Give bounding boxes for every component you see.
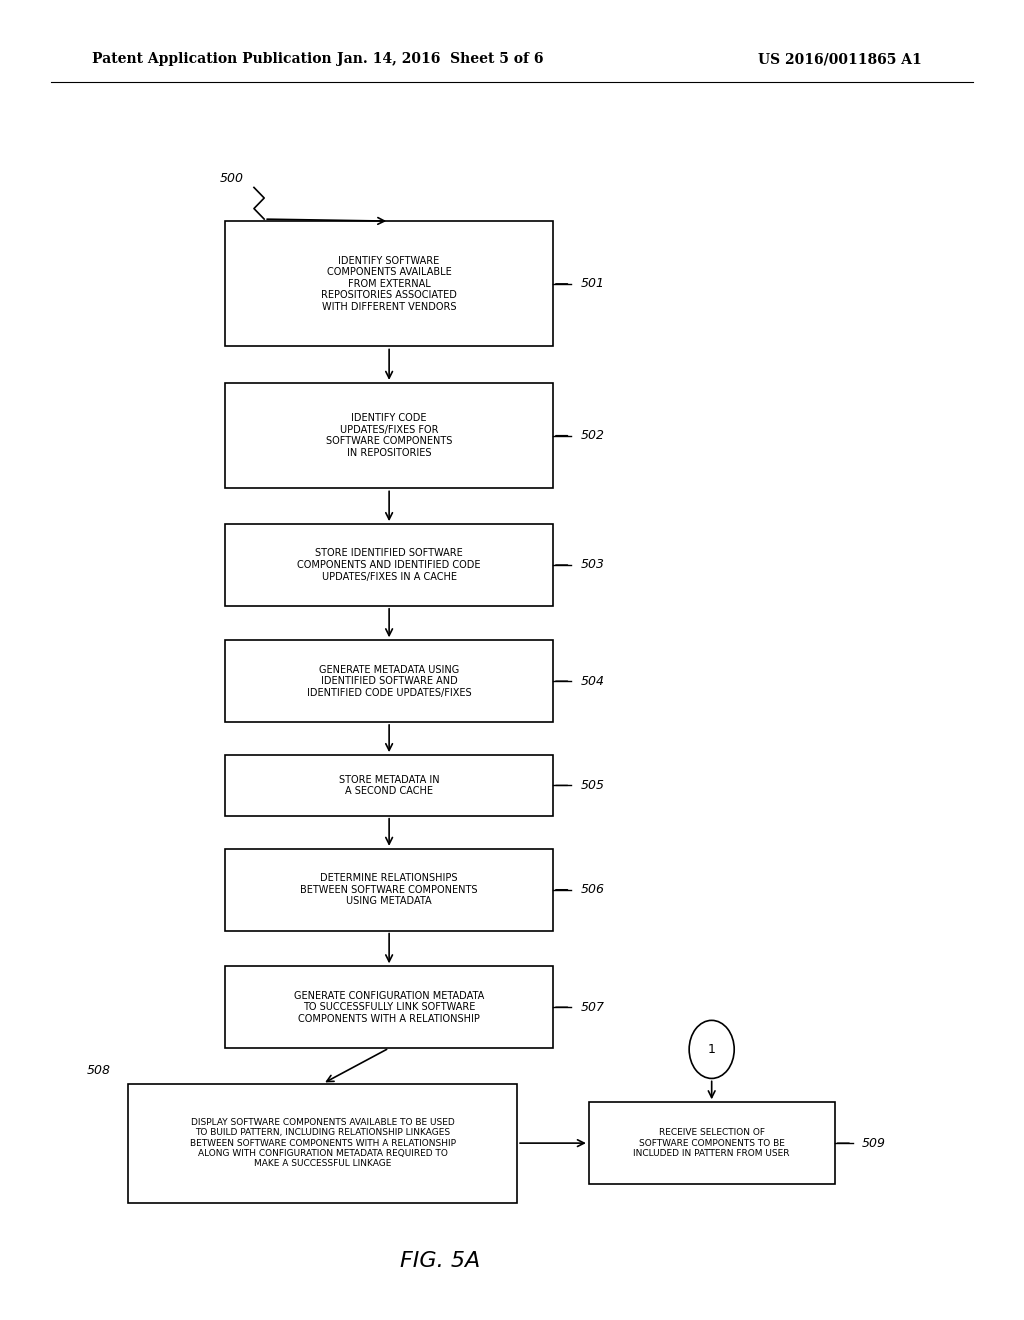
Text: GENERATE CONFIGURATION METADATA
TO SUCCESSFULLY LINK SOFTWARE
COMPONENTS WITH A : GENERATE CONFIGURATION METADATA TO SUCCE… <box>294 990 484 1024</box>
Text: 501: 501 <box>581 277 604 290</box>
Text: 500: 500 <box>220 172 244 185</box>
Text: FIG. 5A: FIG. 5A <box>400 1250 480 1271</box>
FancyBboxPatch shape <box>225 524 553 606</box>
Text: 506: 506 <box>581 883 604 896</box>
Text: GENERATE METADATA USING
IDENTIFIED SOFTWARE AND
IDENTIFIED CODE UPDATES/FIXES: GENERATE METADATA USING IDENTIFIED SOFTW… <box>307 664 471 698</box>
Text: Jan. 14, 2016  Sheet 5 of 6: Jan. 14, 2016 Sheet 5 of 6 <box>337 53 544 66</box>
Text: Patent Application Publication: Patent Application Publication <box>92 53 332 66</box>
Text: 505: 505 <box>581 779 604 792</box>
Text: 1: 1 <box>708 1043 716 1056</box>
Circle shape <box>689 1020 734 1078</box>
Text: DISPLAY SOFTWARE COMPONENTS AVAILABLE TO BE USED
TO BUILD PATTERN, INCLUDING REL: DISPLAY SOFTWARE COMPONENTS AVAILABLE TO… <box>189 1118 456 1168</box>
Text: IDENTIFY SOFTWARE
COMPONENTS AVAILABLE
FROM EXTERNAL
REPOSITORIES ASSOCIATED
WIT: IDENTIFY SOFTWARE COMPONENTS AVAILABLE F… <box>322 256 457 312</box>
Text: US 2016/0011865 A1: US 2016/0011865 A1 <box>758 53 922 66</box>
Text: DETERMINE RELATIONSHIPS
BETWEEN SOFTWARE COMPONENTS
USING METADATA: DETERMINE RELATIONSHIPS BETWEEN SOFTWARE… <box>300 873 478 907</box>
Text: 507: 507 <box>581 1001 604 1014</box>
Text: RECEIVE SELECTION OF
SOFTWARE COMPONENTS TO BE
INCLUDED IN PATTERN FROM USER: RECEIVE SELECTION OF SOFTWARE COMPONENTS… <box>634 1129 790 1158</box>
FancyBboxPatch shape <box>128 1084 517 1203</box>
FancyBboxPatch shape <box>225 383 553 488</box>
Text: 502: 502 <box>581 429 604 442</box>
Text: STORE IDENTIFIED SOFTWARE
COMPONENTS AND IDENTIFIED CODE
UPDATES/FIXES IN A CACH: STORE IDENTIFIED SOFTWARE COMPONENTS AND… <box>297 548 481 582</box>
Text: 504: 504 <box>581 675 604 688</box>
FancyBboxPatch shape <box>589 1102 835 1184</box>
FancyBboxPatch shape <box>225 849 553 931</box>
Text: 508: 508 <box>87 1064 111 1077</box>
FancyBboxPatch shape <box>225 966 553 1048</box>
Text: 503: 503 <box>581 558 604 572</box>
Text: IDENTIFY CODE
UPDATES/FIXES FOR
SOFTWARE COMPONENTS
IN REPOSITORIES: IDENTIFY CODE UPDATES/FIXES FOR SOFTWARE… <box>326 413 453 458</box>
FancyBboxPatch shape <box>225 220 553 346</box>
FancyBboxPatch shape <box>225 755 553 816</box>
FancyBboxPatch shape <box>225 640 553 722</box>
Text: 509: 509 <box>862 1137 886 1150</box>
Text: STORE METADATA IN
A SECOND CACHE: STORE METADATA IN A SECOND CACHE <box>339 775 439 796</box>
